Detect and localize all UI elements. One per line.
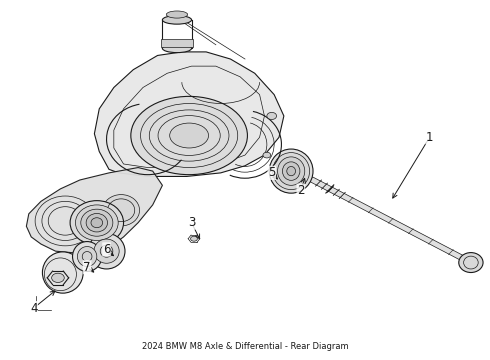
Ellipse shape [102, 195, 140, 226]
Ellipse shape [162, 15, 192, 24]
Ellipse shape [70, 201, 123, 245]
Ellipse shape [81, 209, 113, 236]
Ellipse shape [459, 253, 483, 273]
Ellipse shape [75, 205, 118, 240]
Polygon shape [26, 167, 162, 253]
Ellipse shape [43, 252, 83, 293]
Ellipse shape [287, 166, 295, 176]
Ellipse shape [166, 11, 188, 18]
Text: 7: 7 [83, 261, 91, 274]
Text: 5: 5 [268, 166, 275, 179]
Circle shape [263, 152, 271, 158]
Circle shape [191, 236, 197, 241]
Ellipse shape [86, 213, 107, 232]
Circle shape [267, 112, 276, 120]
Ellipse shape [277, 157, 305, 185]
Text: 3: 3 [188, 216, 195, 229]
Ellipse shape [270, 149, 313, 193]
Ellipse shape [282, 162, 300, 180]
Ellipse shape [73, 242, 102, 271]
Text: 6: 6 [103, 243, 110, 256]
Circle shape [51, 273, 64, 283]
Ellipse shape [77, 247, 97, 266]
Ellipse shape [88, 233, 125, 269]
Text: 1: 1 [426, 131, 433, 144]
Ellipse shape [131, 96, 247, 175]
Polygon shape [95, 52, 284, 176]
Text: 2: 2 [297, 184, 305, 197]
Ellipse shape [273, 153, 310, 190]
Ellipse shape [91, 218, 102, 228]
Ellipse shape [94, 239, 119, 263]
Ellipse shape [162, 44, 192, 53]
Polygon shape [309, 177, 473, 265]
Ellipse shape [170, 123, 209, 148]
Polygon shape [161, 40, 193, 46]
Text: 2024 BMW M8 Axle & Differential - Rear Diagram: 2024 BMW M8 Axle & Differential - Rear D… [142, 342, 348, 351]
Text: 4: 4 [30, 302, 37, 315]
